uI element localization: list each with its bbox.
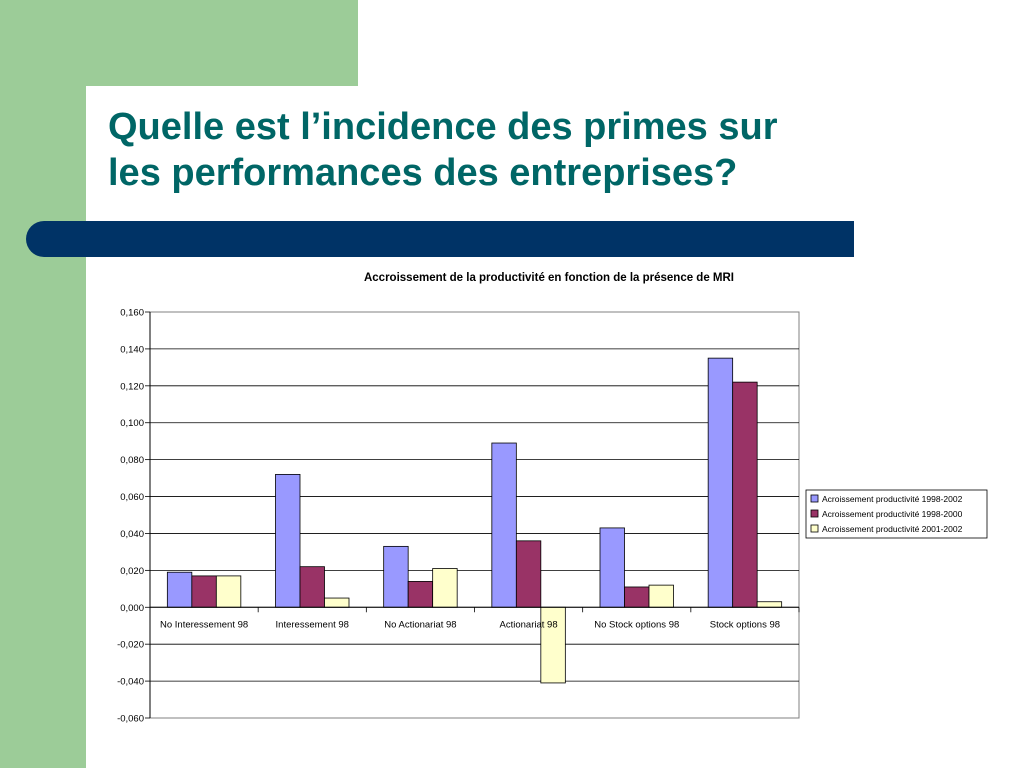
legend-box: [805, 489, 988, 539]
bar: [215, 575, 242, 608]
x-tick-labels: No Interessement 98 Interessement 98 No Ac…: [160, 619, 780, 630]
legend-label: Acroissement productivité 2001-2002: [822, 524, 963, 534]
x-tick-label: Interessement 98: [276, 619, 349, 630]
bars: [166, 357, 783, 684]
gridlines: [150, 348, 799, 682]
bar: [383, 545, 409, 608]
x-tick-label: No Stock options 98: [594, 619, 679, 630]
axes: [145, 311, 800, 719]
slide-title-line-2: les performances des entreprises?: [108, 152, 738, 194]
y-tick-label: 0,000: [120, 603, 144, 614]
slide-title: Quelle est l’incidence des primes sur le…: [108, 104, 968, 196]
x-tick-label: No Actionariat 98: [384, 619, 456, 630]
decorative-rounded-corner: [86, 86, 156, 156]
chart-title: Accroissement de la productivité en fonc…: [364, 272, 734, 284]
y-tick-labels: 0,160 0,140 0,120 0,100 0,080 0,060 0,040 0,020…: [117, 308, 144, 725]
bar: [407, 581, 434, 608]
bar: [599, 527, 625, 608]
y-tick-label: 0,080: [120, 455, 144, 466]
y-tick-label: 0,100: [120, 418, 144, 429]
y-tick-label: 0,040: [120, 529, 144, 540]
legend-label: Acroissement productivité 1998-2000: [822, 509, 963, 519]
plot-area: [149, 311, 800, 719]
title-underline-bar: [26, 221, 854, 257]
decorative-green-top: [86, 0, 358, 86]
x-tick-label: Actionariat 98: [500, 619, 558, 630]
legend-swatch: [810, 494, 819, 503]
y-tick-label: 0,120: [120, 381, 144, 392]
y-tick-label: 0,060: [120, 492, 144, 503]
y-tick-label: -0,040: [117, 677, 144, 688]
y-tick-label: -0,020: [117, 640, 144, 651]
y-tick-label: 0,140: [120, 344, 144, 355]
bar: [648, 584, 674, 608]
bar: [191, 575, 217, 608]
legend: Acroissement productivité 1998-2002 Acroi…: [805, 489, 988, 539]
legend-swatch: [810, 524, 819, 533]
x-tick-label: No Interessement 98: [160, 619, 248, 630]
bar: [624, 586, 650, 608]
slide-title-line-1: Quelle est l’incidence des primes sur: [108, 106, 778, 148]
bar: [491, 442, 517, 608]
bar: [732, 381, 758, 608]
legend-swatch: [810, 509, 819, 518]
y-tick-label: 0,160: [120, 308, 144, 319]
bar: [166, 571, 193, 608]
y-tick-label: 0,020: [120, 566, 144, 577]
bar: [515, 540, 542, 608]
bar: [299, 566, 325, 608]
x-tick-label: Stock options 98: [710, 619, 780, 630]
bar: [432, 568, 458, 608]
bar: [275, 473, 301, 608]
bar: [324, 597, 350, 608]
bar: [707, 357, 734, 608]
bar: [756, 601, 783, 608]
legend-label: Acroissement productivité 1998-2002: [822, 494, 963, 504]
y-tick-label: -0,060: [117, 714, 144, 725]
decorative-green-band: [0, 0, 86, 768]
